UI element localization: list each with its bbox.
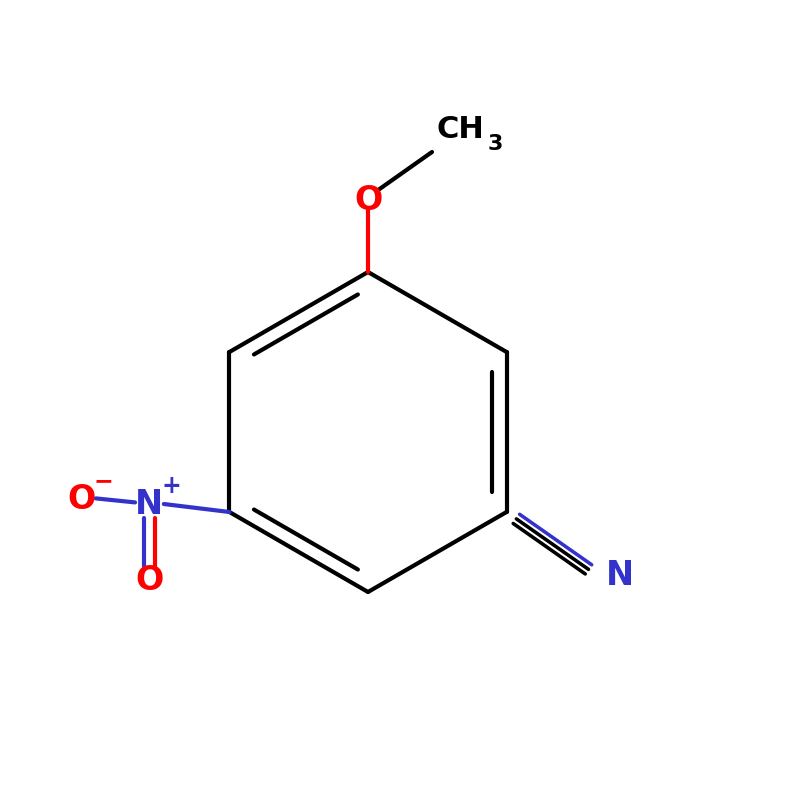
Text: O: O: [67, 483, 95, 517]
Text: 3: 3: [487, 134, 502, 154]
Text: CH: CH: [436, 115, 484, 144]
Text: O: O: [135, 563, 163, 597]
Text: N: N: [135, 487, 163, 521]
Text: N: N: [606, 559, 634, 592]
Text: −: −: [94, 470, 114, 494]
Text: O: O: [354, 183, 382, 217]
Text: +: +: [162, 474, 182, 498]
